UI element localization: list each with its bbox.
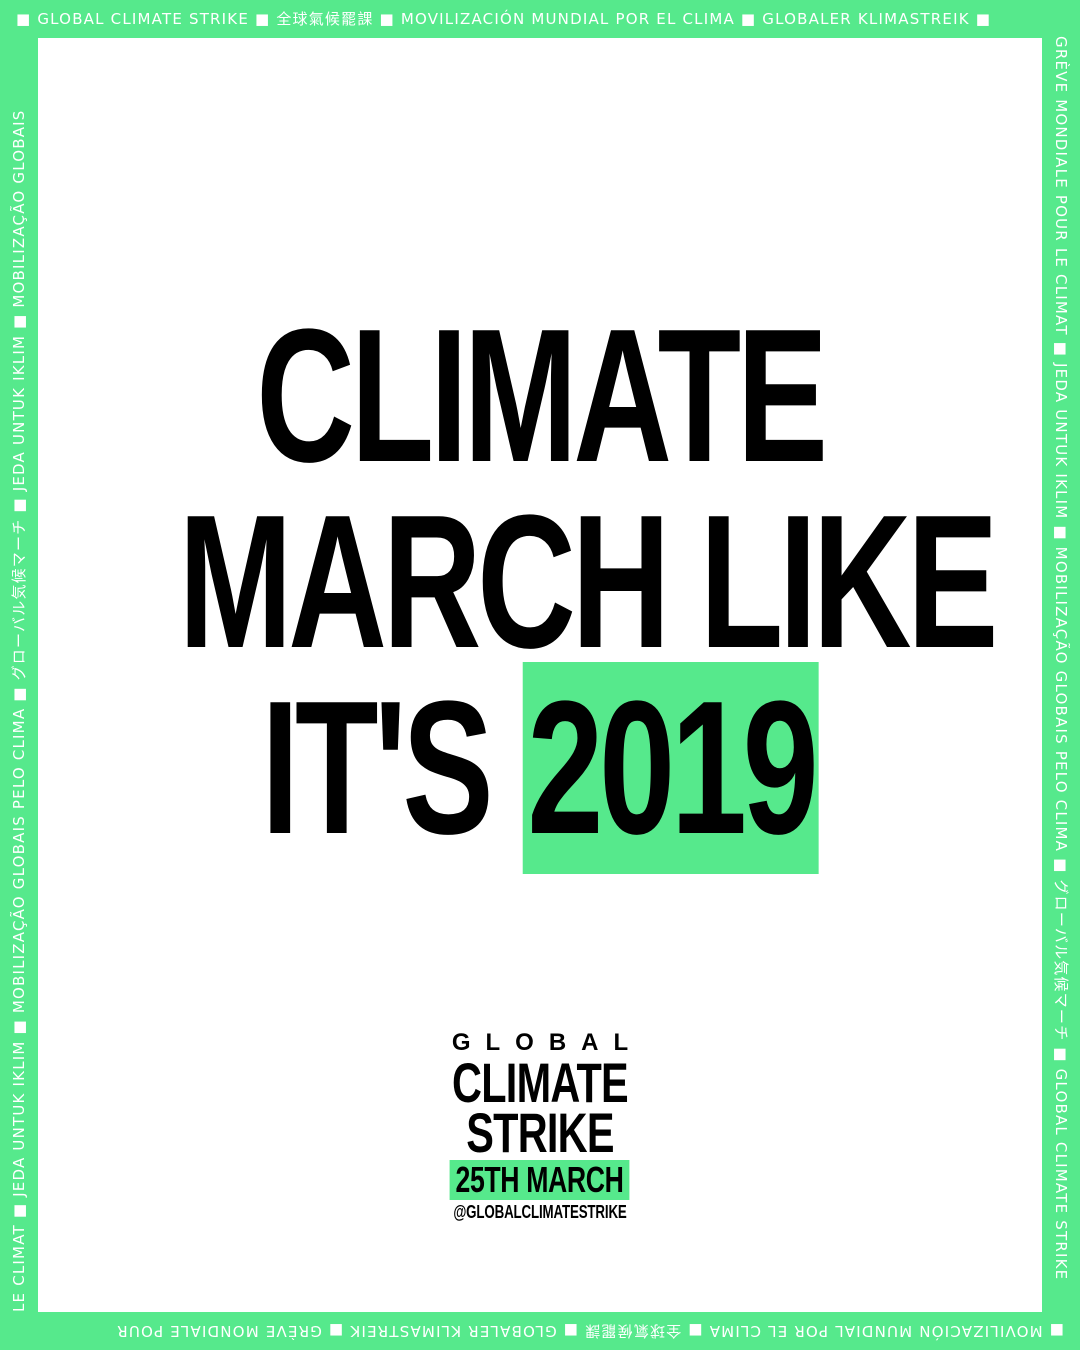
logo-climate-text: CLIMATE	[452, 1051, 629, 1114]
poster-panel: CLIMATE MARCH LIKE IT'S 2019 GLOBAL CLIM…	[38, 38, 1042, 1312]
logo-handle: @GLOBALCLIMATESTRIKE	[453, 1202, 627, 1222]
logo-date-badge: 25TH MARCH	[450, 1160, 630, 1200]
border-text-right: GRÈVE MONDIALE POUR LE CLIMAT ■ JEDA UNT…	[1052, 36, 1070, 1281]
border-text-left: LE CLIMAT ■ JEDA UNTUK IKLIM ■ MOBILIZAÇ…	[10, 109, 28, 1312]
headline-line-3: IT'S 2019	[179, 662, 902, 874]
headline-line-1: CLIMATE	[256, 290, 828, 502]
border-text-top: ■ GLOBAL CLIMATE STRIKE ■ 全球氣候罷課 ■ MOVIL…	[16, 10, 992, 28]
global-climate-strike-logo: GLOBAL CLIMATE STRIKE 25TH MARCH @GLOBAL…	[38, 1028, 1042, 1224]
logo-global-text: GLOBAL	[451, 1029, 644, 1056]
logo-date-wrap: 25TH MARCH	[38, 1160, 1042, 1200]
border-text-bottom: ■ MOVILIZACIÓN MUNDIAL POR EL CLIMA ■ 全球…	[116, 1322, 1064, 1340]
headline-line-2: MARCH LIKE	[178, 476, 999, 688]
headline-prefix: IT'S	[261, 662, 493, 874]
headline-year-highlight: 2019	[523, 662, 819, 874]
headline: CLIMATE MARCH LIKE IT'S 2019	[38, 290, 1042, 874]
logo-strike-text: STRIKE	[466, 1101, 614, 1164]
